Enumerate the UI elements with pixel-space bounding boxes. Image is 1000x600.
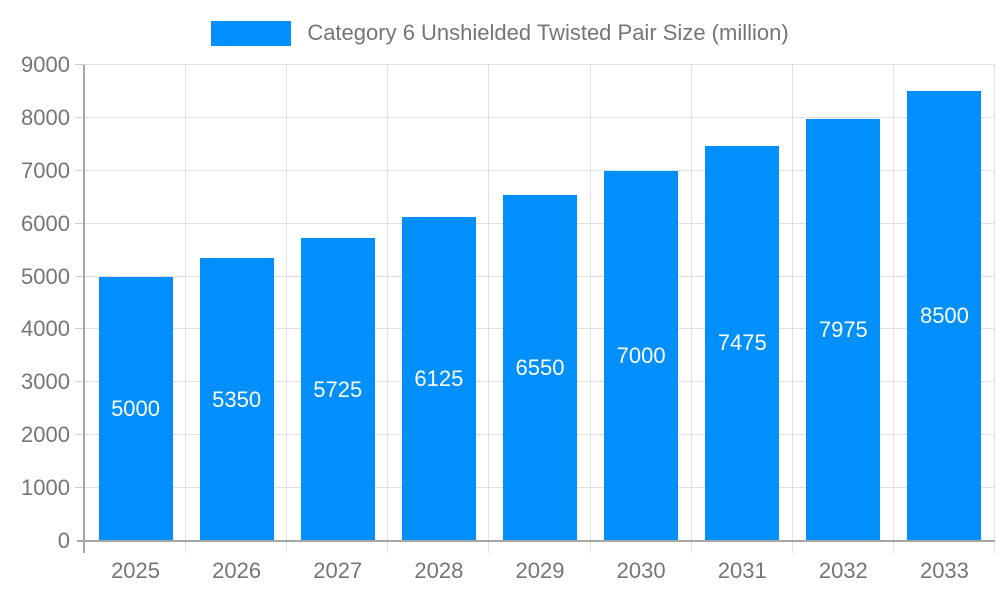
y-axis-line xyxy=(83,65,85,553)
y-axis-tick xyxy=(75,434,85,436)
y-axis-tick xyxy=(75,487,85,489)
gridline-horizontal xyxy=(85,169,995,171)
y-axis-label: 0 xyxy=(57,528,70,553)
y-axis-tick xyxy=(75,328,85,330)
gridline-vertical xyxy=(387,65,389,553)
gridline-vertical xyxy=(589,65,591,553)
y-axis-label: 6000 xyxy=(21,210,70,236)
bar[interactable]: 8500 xyxy=(907,91,982,541)
bar-value-label: 5350 xyxy=(212,386,262,412)
legend[interactable]: Category 6 Unshielded Twisted Pair Size … xyxy=(0,20,1000,46)
x-axis-label: 2029 xyxy=(515,558,565,583)
gridline-vertical xyxy=(185,65,187,553)
y-axis-label: 8000 xyxy=(21,104,70,130)
x-axis-line xyxy=(77,540,995,542)
plot-area: 5000 5350 5725 6125 6550 7000 7475 7975 8500 xyxy=(75,64,995,553)
bar[interactable]: 5000 xyxy=(98,276,173,541)
legend-swatch-icon xyxy=(211,20,292,46)
y-axis-label: 9000 xyxy=(21,52,70,77)
y-axis-label: 4000 xyxy=(21,316,70,342)
bar[interactable]: 5350 xyxy=(199,258,274,541)
gridline-vertical xyxy=(892,65,894,553)
x-axis-label: 2028 xyxy=(414,558,464,583)
bar-value-label: 7975 xyxy=(818,317,868,343)
y-axis-tick xyxy=(75,222,85,224)
gridline-vertical xyxy=(791,65,793,553)
bar-value-label: 5725 xyxy=(313,376,363,402)
bar[interactable]: 7975 xyxy=(806,119,881,541)
legend-label: Category 6 Unshielded Twisted Pair Size … xyxy=(307,20,789,45)
bar-value-label: 7000 xyxy=(616,342,666,368)
bar-value-label: 6550 xyxy=(515,354,565,380)
y-axis-label: 1000 xyxy=(21,475,70,501)
gridline-horizontal xyxy=(85,64,995,65)
y-axis-label: 3000 xyxy=(21,369,70,395)
bar[interactable]: 6550 xyxy=(503,194,577,541)
bar[interactable]: 6125 xyxy=(401,217,476,541)
x-axis-label: 2026 xyxy=(212,558,262,583)
bar-value-label: 8500 xyxy=(919,303,969,329)
x-axis-label: 2031 xyxy=(717,558,767,583)
bar-value-label: 5000 xyxy=(111,395,161,421)
x-axis-label: 2030 xyxy=(616,558,666,583)
y-axis-tick xyxy=(75,381,85,383)
bar-value-label: 6125 xyxy=(414,366,464,392)
gridline-vertical xyxy=(488,65,490,553)
bar-value-label: 7475 xyxy=(717,330,767,356)
y-axis-tick xyxy=(75,275,85,277)
bar[interactable]: 7000 xyxy=(604,170,679,541)
y-axis-tick xyxy=(75,116,85,118)
gridline-vertical xyxy=(690,65,692,553)
y-axis-tick xyxy=(75,64,85,65)
gridline-horizontal xyxy=(85,116,995,118)
x-axis-label: 2025 xyxy=(111,558,161,583)
x-axis-label: 2033 xyxy=(919,558,969,583)
y-axis-label: 2000 xyxy=(21,422,70,448)
bar[interactable]: 7475 xyxy=(705,145,780,541)
x-axis-label: 2032 xyxy=(818,558,868,583)
bar[interactable]: 5725 xyxy=(300,238,375,541)
gridline-vertical xyxy=(994,65,995,553)
y-axis-tick xyxy=(75,169,85,171)
x-axis-label: 2027 xyxy=(313,558,363,583)
y-axis-label: 5000 xyxy=(21,263,70,289)
y-axis-label: 7000 xyxy=(21,157,70,183)
gridline-vertical xyxy=(286,65,288,553)
